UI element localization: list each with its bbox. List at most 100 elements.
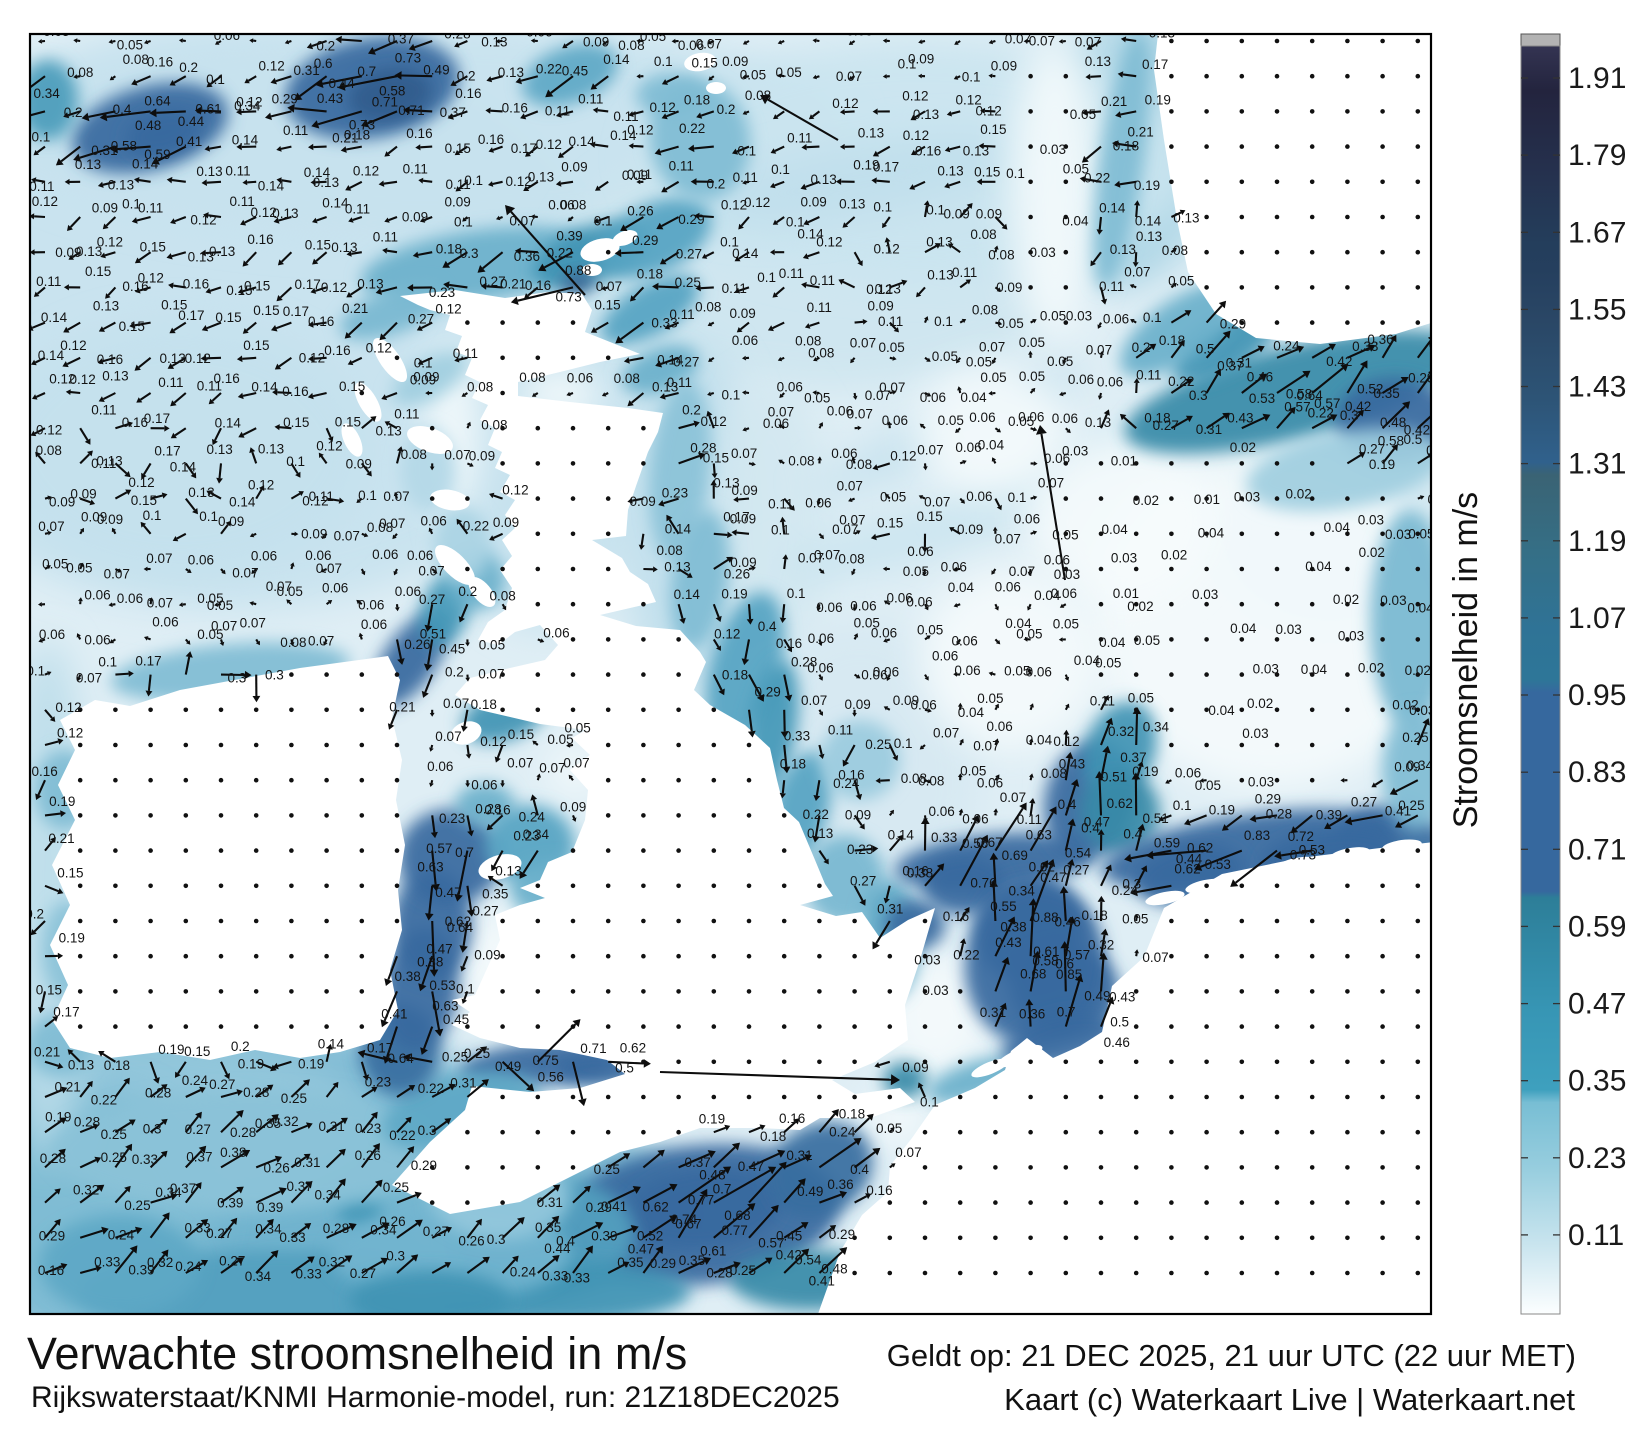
svg-text:0.39: 0.39 bbox=[217, 1196, 243, 1211]
svg-text:0.12: 0.12 bbox=[251, 205, 277, 220]
svg-text:0.11: 0.11 bbox=[138, 201, 163, 216]
svg-text:0.51: 0.51 bbox=[1101, 770, 1127, 785]
svg-text:0.49: 0.49 bbox=[495, 1059, 521, 1074]
svg-text:0.02: 0.02 bbox=[1286, 486, 1312, 501]
svg-text:0.06: 0.06 bbox=[827, 404, 853, 419]
svg-text:0.16: 0.16 bbox=[406, 126, 432, 141]
svg-text:0.06: 0.06 bbox=[1051, 586, 1077, 601]
svg-text:0.09: 0.09 bbox=[902, 1060, 928, 1075]
svg-text:0.23: 0.23 bbox=[513, 828, 539, 843]
svg-text:0.04: 0.04 bbox=[948, 580, 975, 595]
svg-text:0.11: 0.11 bbox=[225, 163, 250, 178]
svg-text:0.64: 0.64 bbox=[144, 94, 171, 109]
svg-text:0.16: 0.16 bbox=[779, 1111, 805, 1126]
svg-text:0.08: 0.08 bbox=[614, 371, 640, 386]
svg-text:0.12: 0.12 bbox=[70, 372, 96, 387]
svg-text:0.15: 0.15 bbox=[339, 379, 365, 394]
svg-text:0.12: 0.12 bbox=[138, 271, 164, 286]
svg-text:0.07: 0.07 bbox=[1029, 34, 1055, 49]
svg-text:0.13: 0.13 bbox=[927, 267, 953, 282]
svg-text:0.04: 0.04 bbox=[1230, 621, 1257, 636]
svg-text:0.47: 0.47 bbox=[426, 942, 452, 957]
svg-text:0.56: 0.56 bbox=[538, 1069, 564, 1084]
svg-text:0.09: 0.09 bbox=[493, 515, 519, 530]
svg-text:0.03: 0.03 bbox=[1030, 245, 1056, 260]
svg-text:0.3: 0.3 bbox=[1122, 876, 1141, 891]
svg-text:0.07: 0.07 bbox=[696, 37, 722, 52]
svg-text:0.24: 0.24 bbox=[182, 1073, 209, 1088]
svg-text:0.63: 0.63 bbox=[417, 860, 443, 875]
svg-text:0.26: 0.26 bbox=[264, 1160, 290, 1175]
svg-text:0.09: 0.09 bbox=[346, 456, 372, 471]
svg-text:0.25: 0.25 bbox=[101, 1127, 127, 1142]
svg-text:0.34: 0.34 bbox=[315, 1188, 342, 1203]
svg-text:0.06: 0.06 bbox=[214, 28, 240, 43]
svg-text:0.07: 0.07 bbox=[924, 495, 950, 510]
svg-text:0.25: 0.25 bbox=[675, 275, 701, 290]
svg-text:0.2: 0.2 bbox=[316, 39, 335, 54]
svg-text:0.05: 0.05 bbox=[197, 591, 223, 606]
svg-text:0.13: 0.13 bbox=[209, 244, 235, 259]
svg-text:0.6: 0.6 bbox=[1055, 956, 1074, 971]
svg-text:0.36: 0.36 bbox=[1367, 332, 1393, 347]
svg-text:0.13: 0.13 bbox=[495, 864, 521, 879]
svg-text:0.06: 0.06 bbox=[1026, 665, 1052, 680]
svg-text:0.06: 0.06 bbox=[407, 548, 433, 563]
svg-text:0.25: 0.25 bbox=[281, 1091, 307, 1106]
svg-text:0.05: 0.05 bbox=[854, 616, 880, 631]
svg-text:0.03: 0.03 bbox=[1234, 490, 1260, 505]
svg-text:0.35: 0.35 bbox=[679, 1253, 705, 1268]
svg-text:0.1: 0.1 bbox=[894, 736, 913, 751]
svg-text:0.12: 0.12 bbox=[190, 213, 216, 228]
svg-text:0.18: 0.18 bbox=[436, 241, 462, 256]
svg-text:0.12: 0.12 bbox=[874, 242, 900, 257]
svg-text:0.34: 0.34 bbox=[245, 1269, 272, 1284]
svg-text:0.11: 0.11 bbox=[667, 375, 692, 390]
svg-text:0.13: 0.13 bbox=[196, 164, 222, 179]
svg-text:0.37: 0.37 bbox=[287, 1179, 313, 1194]
svg-text:0.27: 0.27 bbox=[850, 873, 876, 888]
svg-text:0.07: 0.07 bbox=[147, 596, 173, 611]
svg-text:0.4: 0.4 bbox=[1058, 797, 1077, 812]
svg-text:Kaart (c) Waterkaart Live | Wa: Kaart (c) Waterkaart Live | Waterkaart.n… bbox=[1004, 1382, 1575, 1417]
svg-text:0.15: 0.15 bbox=[57, 865, 83, 880]
svg-text:0.09: 0.09 bbox=[301, 526, 327, 541]
svg-text:0.15: 0.15 bbox=[335, 415, 361, 430]
svg-text:0.06: 0.06 bbox=[395, 584, 421, 599]
svg-text:0.26: 0.26 bbox=[627, 204, 653, 219]
svg-text:0.29: 0.29 bbox=[272, 92, 298, 107]
svg-text:0.06: 0.06 bbox=[954, 663, 980, 678]
svg-text:0.67: 0.67 bbox=[675, 1217, 701, 1232]
svg-text:0.1: 0.1 bbox=[594, 214, 613, 229]
svg-text:0.27: 0.27 bbox=[1351, 794, 1377, 809]
svg-text:0.07: 0.07 bbox=[1009, 564, 1035, 579]
svg-text:0.07: 0.07 bbox=[768, 405, 794, 420]
svg-text:0.29: 0.29 bbox=[1220, 317, 1246, 332]
svg-text:0.12: 0.12 bbox=[353, 164, 379, 179]
svg-text:0.29: 0.29 bbox=[39, 1229, 65, 1244]
svg-text:0.34: 0.34 bbox=[523, 827, 550, 842]
svg-text:0.5: 0.5 bbox=[1196, 342, 1215, 357]
svg-text:0.18: 0.18 bbox=[1113, 139, 1139, 154]
svg-text:0.15: 0.15 bbox=[917, 509, 943, 524]
svg-text:0.06: 0.06 bbox=[1018, 410, 1044, 425]
svg-text:0.12: 0.12 bbox=[49, 372, 75, 387]
svg-text:0.38: 0.38 bbox=[417, 955, 443, 970]
svg-text:0.5: 0.5 bbox=[1404, 432, 1423, 447]
svg-text:0.15: 0.15 bbox=[305, 238, 331, 253]
svg-text:0.08: 0.08 bbox=[1041, 766, 1067, 781]
svg-text:0.1: 0.1 bbox=[1008, 490, 1027, 505]
svg-text:0.15: 0.15 bbox=[594, 298, 620, 313]
svg-text:0.11: 0.11 bbox=[1017, 812, 1042, 827]
svg-text:0.34: 0.34 bbox=[255, 1222, 282, 1237]
svg-text:0.1: 0.1 bbox=[143, 508, 162, 523]
svg-text:0.08: 0.08 bbox=[901, 771, 927, 786]
svg-text:0.71: 0.71 bbox=[580, 1041, 606, 1056]
svg-text:0.24: 0.24 bbox=[1273, 339, 1300, 354]
svg-text:0.11: 0.11 bbox=[722, 281, 747, 296]
svg-text:0.22: 0.22 bbox=[536, 62, 562, 77]
svg-text:0.31: 0.31 bbox=[980, 1005, 1006, 1020]
svg-text:0.33: 0.33 bbox=[542, 1269, 568, 1284]
svg-text:0.13: 0.13 bbox=[498, 65, 524, 80]
svg-text:0.13: 0.13 bbox=[481, 35, 507, 50]
